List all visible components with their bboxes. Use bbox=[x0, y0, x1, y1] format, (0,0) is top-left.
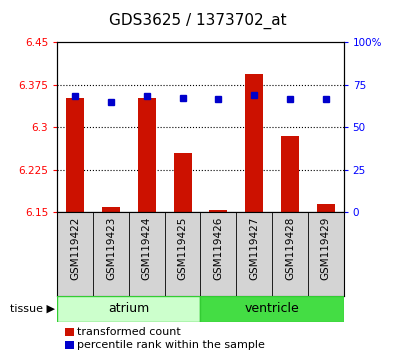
Text: atrium: atrium bbox=[108, 302, 149, 315]
Text: transformed count: transformed count bbox=[77, 327, 181, 337]
Text: GSM119422: GSM119422 bbox=[70, 217, 80, 280]
Text: GSM119429: GSM119429 bbox=[321, 217, 331, 280]
Bar bbox=[102, 207, 120, 212]
Bar bbox=[66, 98, 84, 212]
Text: percentile rank within the sample: percentile rank within the sample bbox=[77, 340, 265, 350]
Bar bbox=[174, 153, 192, 212]
Text: GSM119427: GSM119427 bbox=[249, 217, 259, 280]
Text: GSM119428: GSM119428 bbox=[285, 217, 295, 280]
Bar bbox=[57, 296, 201, 322]
Text: GSM119424: GSM119424 bbox=[142, 217, 152, 280]
Bar bbox=[138, 98, 156, 212]
Text: ventricle: ventricle bbox=[245, 302, 299, 315]
Text: GSM119423: GSM119423 bbox=[106, 217, 116, 280]
Bar bbox=[245, 74, 263, 212]
Bar bbox=[201, 296, 344, 322]
Bar bbox=[281, 136, 299, 212]
Bar bbox=[317, 204, 335, 212]
Bar bbox=[209, 210, 227, 212]
Text: GSM119425: GSM119425 bbox=[178, 217, 188, 280]
Text: GDS3625 / 1373702_at: GDS3625 / 1373702_at bbox=[109, 12, 286, 29]
Text: GSM119426: GSM119426 bbox=[213, 217, 223, 280]
Text: tissue ▶: tissue ▶ bbox=[10, 304, 55, 314]
